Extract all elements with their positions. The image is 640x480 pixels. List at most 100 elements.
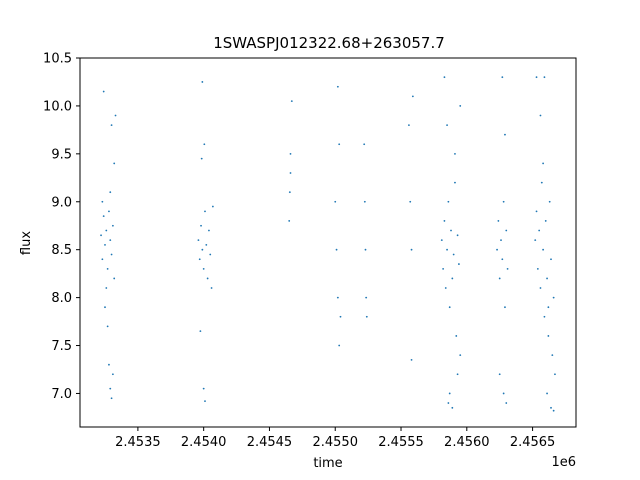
data-point [338, 344, 341, 347]
y-tick-label: 9.0 [51, 195, 72, 210]
data-point [552, 296, 555, 299]
data-point [543, 315, 546, 318]
data-point [459, 105, 462, 107]
data-point [458, 263, 460, 265]
data-point [447, 200, 450, 203]
data-point [501, 258, 504, 261]
data-point [497, 220, 500, 222]
data-point [440, 239, 443, 242]
data-point [289, 172, 292, 174]
data-point [547, 335, 550, 337]
data-point [447, 402, 450, 404]
data-point [100, 234, 102, 237]
x-tick-label: 2.4555 [378, 435, 424, 450]
data-points [100, 76, 556, 412]
data-point [290, 100, 293, 103]
data-point [451, 277, 454, 280]
data-point [548, 200, 551, 203]
data-point [410, 248, 413, 251]
data-point [113, 162, 116, 165]
data-point [446, 248, 448, 251]
data-point [502, 392, 505, 395]
data-point [500, 239, 502, 242]
data-point [551, 354, 554, 357]
data-point [535, 210, 538, 213]
data-point [110, 397, 113, 400]
x-tick-label: 2.4565 [510, 435, 556, 450]
x-tick-label: 2.4560 [444, 435, 490, 450]
data-point [454, 181, 456, 184]
data-point [534, 239, 537, 242]
data-point [105, 229, 108, 232]
x-offset-label: 1e6 [551, 455, 576, 470]
data-point [109, 239, 112, 242]
y-axis-label: flux [19, 231, 34, 255]
data-point [202, 387, 205, 390]
data-point [202, 267, 205, 270]
data-point [338, 143, 341, 146]
data-point [540, 181, 543, 184]
data-point [334, 200, 337, 203]
data-point [108, 363, 110, 366]
data-point [446, 124, 448, 126]
data-point [114, 114, 117, 117]
data-point [536, 267, 539, 270]
data-point [542, 162, 545, 165]
x-tick-label: 2.4540 [181, 435, 227, 450]
data-point [205, 243, 208, 246]
data-point [443, 76, 446, 79]
data-point [496, 248, 498, 251]
data-point [101, 200, 104, 203]
data-point [498, 373, 501, 376]
y-tick-label: 9.5 [51, 147, 72, 162]
y-tick-label: 7.5 [51, 339, 72, 354]
data-point [505, 402, 508, 404]
data-point [336, 85, 339, 88]
data-point [206, 277, 209, 280]
data-point [459, 354, 462, 357]
data-point [450, 229, 452, 232]
data-point [105, 287, 108, 289]
data-point [198, 258, 201, 261]
data-point [365, 315, 368, 318]
data-point [363, 143, 366, 146]
data-point [546, 277, 548, 280]
data-point [204, 400, 206, 403]
data-point [104, 306, 106, 309]
data-point [111, 224, 114, 227]
data-point [505, 229, 508, 232]
x-tick-label: 2.4545 [247, 435, 293, 450]
data-point [550, 258, 552, 261]
data-point [288, 191, 291, 194]
data-point [113, 277, 116, 280]
data-point [456, 373, 459, 376]
data-point [408, 124, 410, 126]
data-point [288, 220, 291, 222]
data-point [444, 287, 447, 289]
data-point [542, 248, 545, 251]
data-point [209, 253, 212, 256]
data-point [110, 253, 113, 256]
y-axis: 7.0 7.5 8.0 8.5 9.0 9.5 10.0 10.5 [43, 52, 80, 402]
data-point [543, 76, 546, 79]
y-tick-label: 8.0 [51, 291, 72, 306]
data-point [448, 306, 451, 309]
data-point [110, 124, 113, 126]
data-point [211, 205, 214, 208]
data-point [200, 224, 202, 227]
data-point [365, 296, 368, 299]
data-point [539, 287, 542, 289]
data-point [550, 406, 552, 409]
data-point [443, 220, 446, 222]
data-point [454, 152, 456, 155]
data-point [554, 373, 556, 376]
data-point [364, 248, 367, 251]
data-point [201, 248, 204, 251]
x-tick-label: 2.4535 [115, 435, 161, 450]
data-point [539, 114, 542, 117]
data-point [535, 76, 538, 79]
data-point [546, 392, 548, 395]
data-point [456, 234, 459, 237]
data-point [200, 157, 203, 160]
